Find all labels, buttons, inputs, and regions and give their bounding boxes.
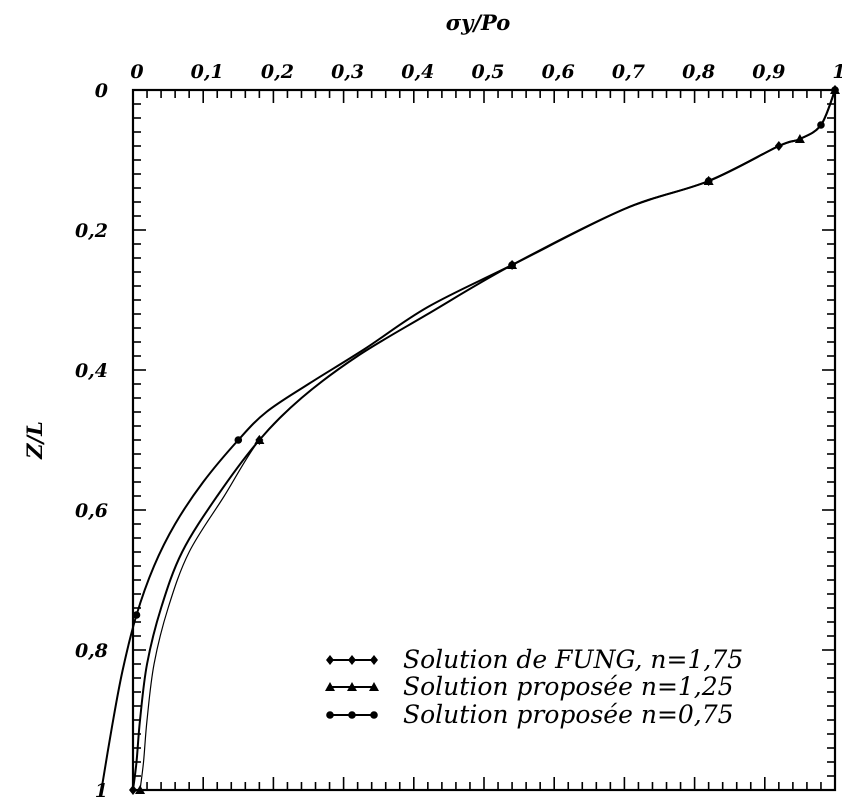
x-tick-label: 1: [832, 61, 842, 83]
y-tick-label: 0,4: [75, 360, 108, 382]
data-point-circle: [831, 86, 839, 94]
data-point-triangle: [254, 435, 265, 444]
x-tick-label: 0,9: [752, 61, 785, 83]
data-point-circle: [508, 261, 516, 269]
x-tick-label: 0,4: [401, 61, 434, 83]
x-tick-label: 0: [130, 61, 143, 83]
legend-label: Solution proposée n=1,25: [403, 672, 734, 701]
legend-swatch-marker: [347, 682, 357, 691]
data-point-circle: [234, 436, 243, 444]
data-point-circle: [817, 121, 825, 129]
y-tick-labels: 0 0,2 0,4 0,6 0,8 1: [75, 80, 108, 800]
data-point-diamond: [774, 141, 783, 151]
data-point-triangle: [794, 134, 805, 143]
legend-swatch-marker: [370, 655, 378, 665]
x-tick-label: 0,2: [261, 61, 294, 83]
legend-swatch-marker: [348, 655, 356, 665]
x-tick-label: 0,7: [612, 61, 645, 83]
x-tick-label: 0,6: [542, 61, 575, 83]
x-tick-label: 0,3: [331, 61, 364, 83]
data-point-triangle: [135, 785, 146, 794]
legend-swatch-marker: [348, 711, 356, 719]
y-tick-label: 0,6: [75, 500, 108, 522]
y-tick-label: 0,2: [75, 220, 108, 242]
x-tick-labels: 0 0,1 0,2 0,3 0,4 0,5 0,6 0,7 0,8 0,9 1: [130, 61, 842, 83]
data-point-diamond: [129, 785, 137, 795]
x-tick-label: 0,1: [191, 61, 224, 83]
legend-swatch-marker: [326, 711, 334, 719]
y-tick-label: 0: [95, 80, 108, 102]
x-tick-label: 0,5: [471, 61, 504, 83]
data-point-circle: [132, 611, 141, 619]
legend-swatch-marker: [326, 655, 334, 665]
series-markers: [129, 85, 840, 795]
legend-label: Solution de FUNG, n=1,75: [403, 645, 743, 674]
legend-label: Solution proposée n=0,75: [403, 700, 734, 729]
data-point-circle: [704, 177, 713, 185]
legend-swatch-marker: [325, 682, 335, 691]
legend-swatch-marker: [370, 711, 378, 719]
series-line: [100, 89, 836, 791]
ticks: [132, 89, 836, 791]
y-axis-title: Z/L: [22, 421, 47, 460]
x-axis-title: σy/Po: [446, 10, 511, 35]
y-tick-label: 0,8: [75, 640, 108, 662]
x-tick-label: 0,8: [682, 61, 715, 83]
y-tick-label: 1: [95, 780, 108, 800]
legend-swatch-marker: [369, 682, 379, 691]
